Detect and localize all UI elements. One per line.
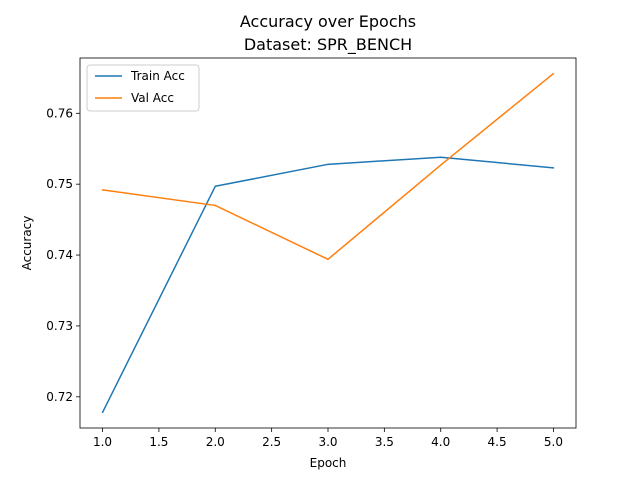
- data-point-val-acc: [439, 164, 442, 166]
- y-tick-label: 0.75: [46, 177, 73, 191]
- x-tick-label: 3.0: [318, 435, 337, 449]
- plot-frame: [79, 57, 577, 429]
- x-tick-label: 4.0: [431, 435, 450, 449]
- x-tick-label: 2.0: [206, 435, 225, 449]
- legend-label-val-acc: Val Acc: [131, 91, 174, 105]
- x-tick-label: 3.5: [375, 435, 394, 449]
- x-axis-label: Epoch: [310, 456, 347, 470]
- data-point-train-acc: [214, 185, 217, 188]
- y-tick-label: 0.74: [46, 248, 73, 262]
- y-axis-ticks: 0.72 0.73 0.74 0.75 0.76: [46, 106, 80, 404]
- series-layer: [101, 72, 555, 414]
- y-tick-label: 0.73: [46, 319, 73, 333]
- data-point-val-acc: [327, 258, 329, 261]
- chart-title: Accuracy over Epochs: [240, 12, 416, 31]
- y-axis-label: Accuracy: [20, 216, 34, 271]
- data-point-train-acc: [327, 163, 329, 166]
- y-tick-label: 0.72: [46, 390, 73, 404]
- x-axis-ticks: 1.0 1.5 2.0 2.5 3.0 3.5 4.0 4.5 5.0: [93, 428, 563, 449]
- x-tick-label: 5.0: [544, 435, 563, 449]
- data-point-train-acc: [552, 167, 555, 169]
- data-point-train-acc: [101, 411, 104, 414]
- x-tick-label: 1.5: [149, 435, 168, 449]
- data-point-val-acc: [101, 189, 104, 191]
- x-tick-label: 2.5: [262, 435, 281, 449]
- data-point-train-acc: [439, 156, 442, 158]
- legend: Train Acc Val Acc: [86, 64, 200, 112]
- legend-label-train-acc: Train Acc: [130, 69, 185, 83]
- data-point-val-acc: [214, 204, 217, 207]
- y-tick-label: 0.76: [46, 106, 73, 120]
- plot-area: [80, 58, 576, 428]
- x-tick-label: 1.0: [93, 435, 112, 449]
- x-tick-label: 4.5: [488, 435, 507, 449]
- chart-subtitle: Dataset: SPR_BENCH: [244, 35, 412, 55]
- data-point-val-acc: [552, 72, 555, 75]
